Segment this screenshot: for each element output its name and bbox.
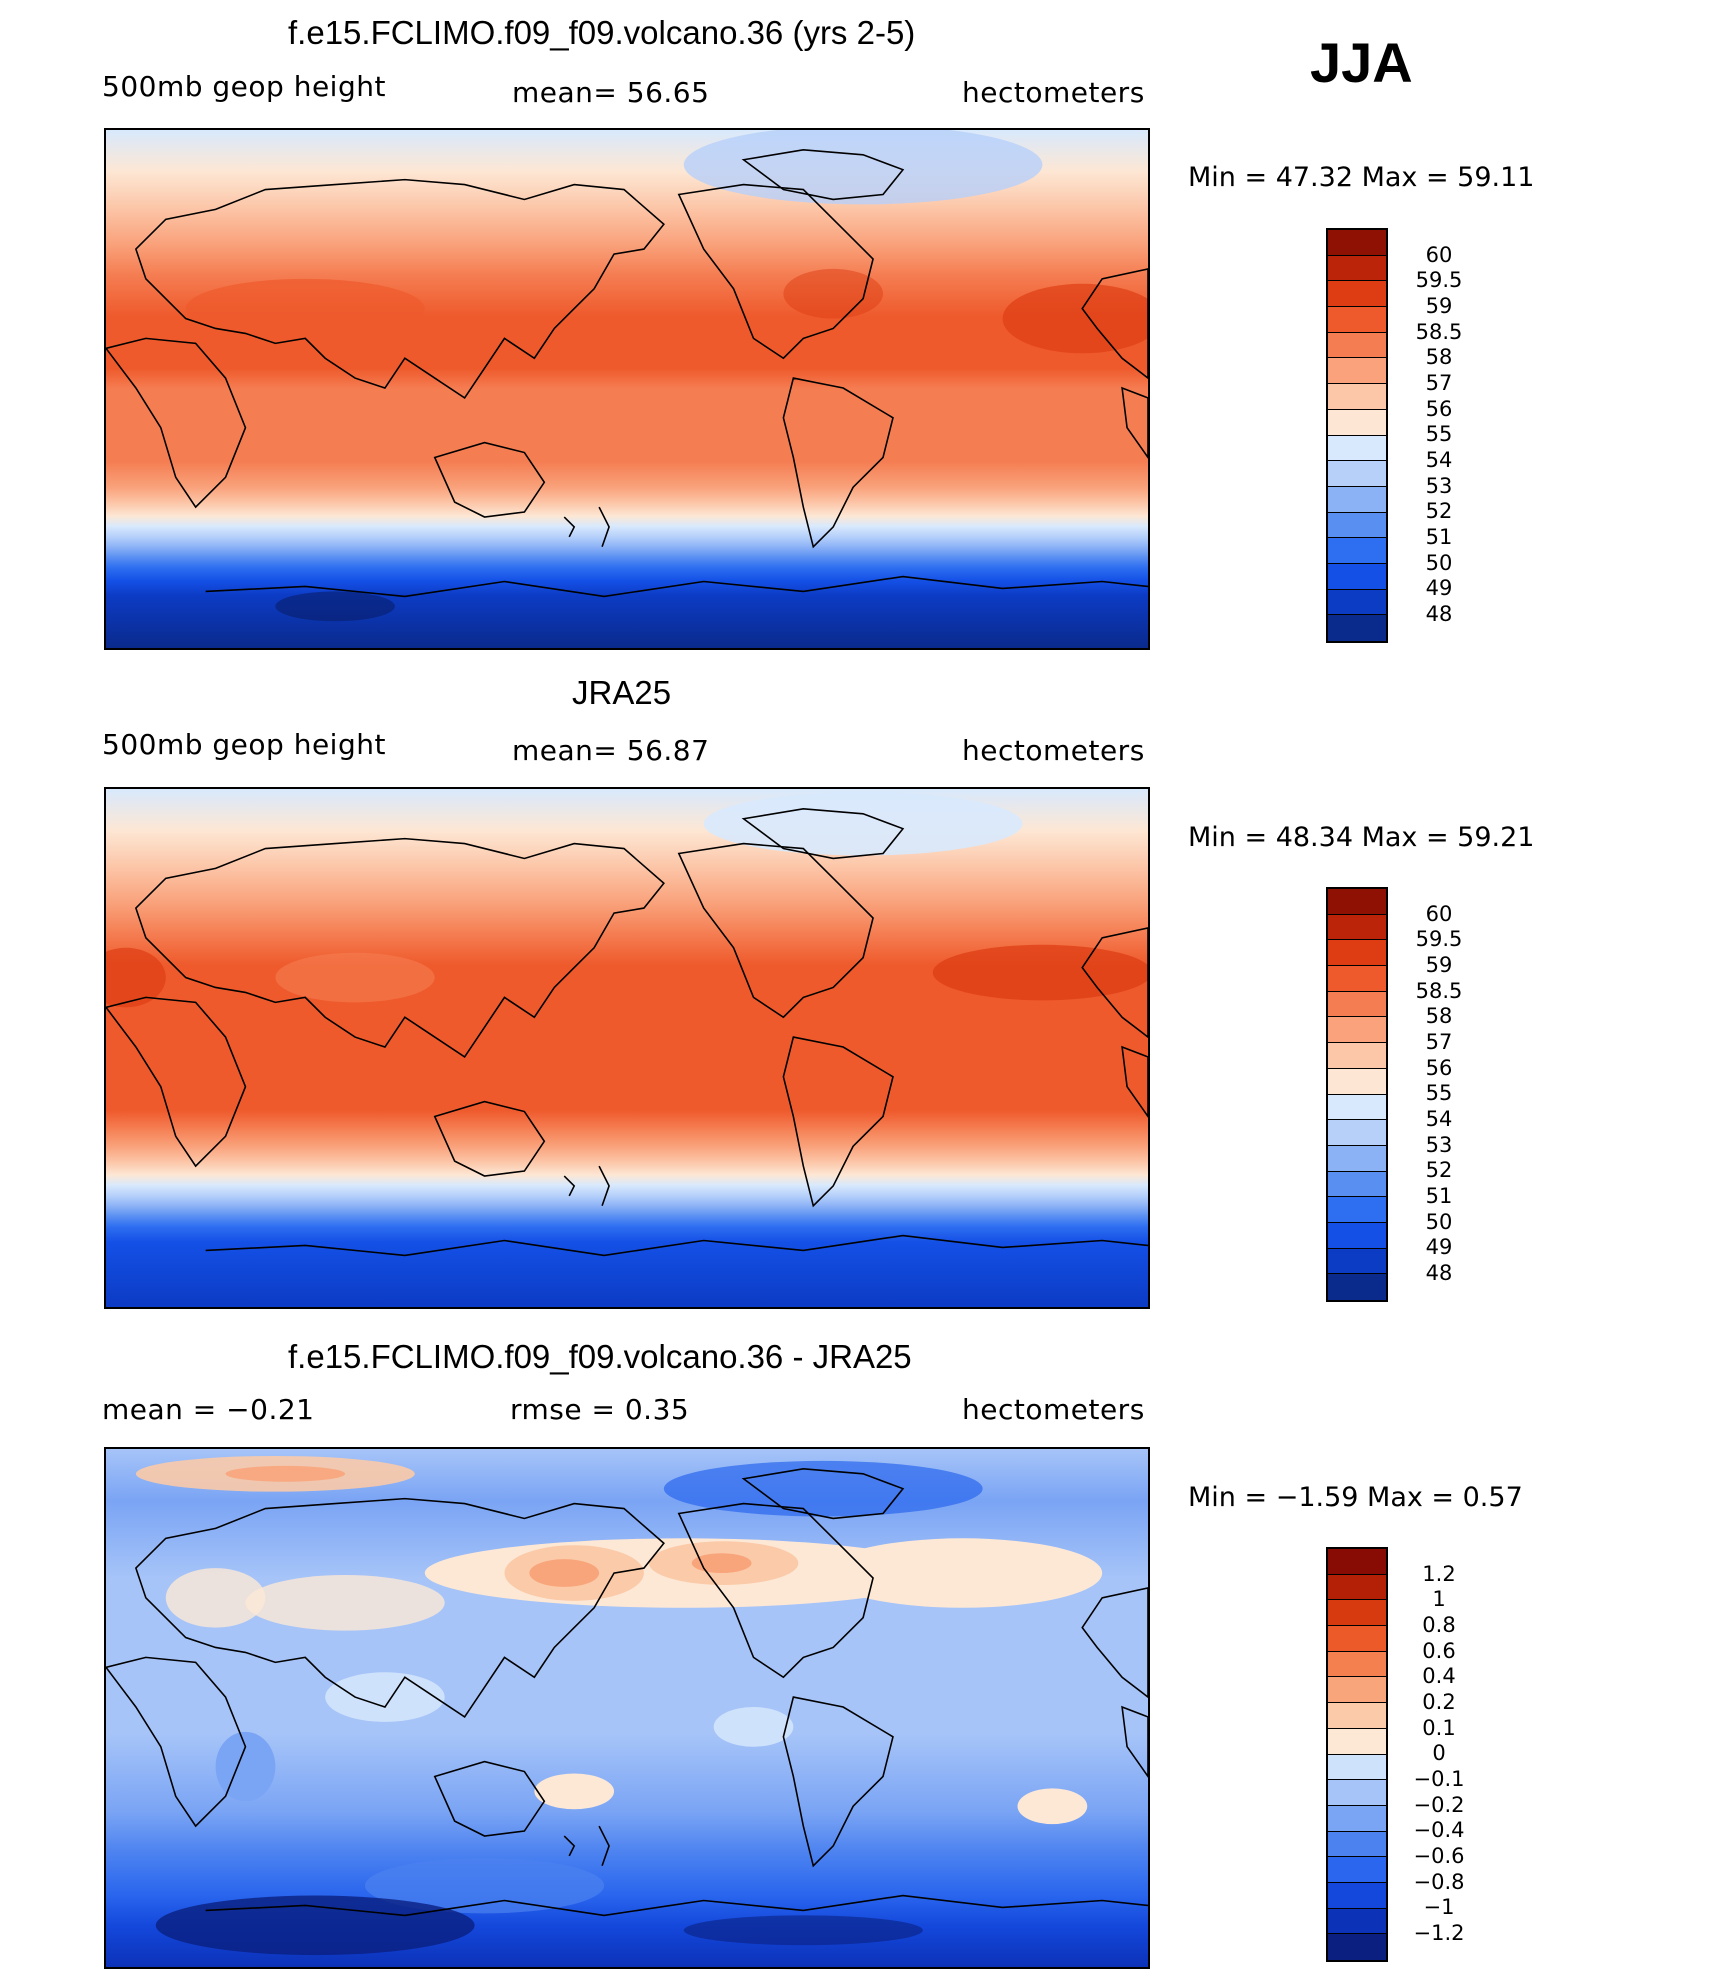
colorbar-tick-label: 48 [1425, 1261, 1453, 1285]
colorbar-tick-label: 55 [1425, 1081, 1453, 1105]
panel2-min-max: Min = 48.34 Max = 59.21 [1188, 822, 1535, 853]
colorbar-tick-label: 53 [1425, 1133, 1453, 1157]
colorbar-tick-label: 56 [1425, 1056, 1453, 1080]
colorbar-tick-label: 49 [1425, 1235, 1453, 1259]
panel2-variable-label: 500mb geop height [102, 728, 386, 761]
colorbar-tick-label: −0.1 [1413, 1767, 1465, 1791]
colorbar-tick-label: 50 [1425, 1210, 1453, 1234]
colorbar-tick-label: 51 [1425, 1184, 1453, 1208]
colorbar-tick-label: 57 [1425, 371, 1453, 395]
panel3-map [104, 1447, 1150, 1969]
colorbar-tick-label: 58 [1425, 1004, 1453, 1028]
colorbar-tick-label: 1.2 [1422, 1562, 1456, 1586]
colorbar-tick-label: 48 [1425, 602, 1453, 626]
panel2-map [104, 787, 1150, 1309]
colorbar-tick-label: 0.6 [1422, 1639, 1456, 1663]
panel2-units-label: hectometers [962, 734, 1145, 767]
panel3-units-label: hectometers [962, 1393, 1145, 1426]
colorbar-tick-label: 0.4 [1422, 1664, 1456, 1688]
colorbar-tick-label: 50 [1425, 551, 1453, 575]
colorbar-tick-label: 51 [1425, 525, 1453, 549]
colorbar-tick-label: 54 [1425, 448, 1453, 472]
colorbar-tick-label: 53 [1425, 474, 1453, 498]
panel1-variable-label: 500mb geop height [102, 70, 386, 103]
colorbar-tick-label: 58.5 [1415, 979, 1463, 1003]
panel2-mean-label: mean= 56.87 [512, 734, 710, 767]
colorbar-tick-label: 0.8 [1422, 1613, 1456, 1637]
colorbar-tick-label: −1 [1423, 1895, 1455, 1919]
colorbar-tick-label: 1 [1432, 1587, 1446, 1611]
colorbar-tick-label: 59 [1425, 294, 1453, 318]
panel1-map [104, 128, 1150, 650]
colorbar-tick-label: 56 [1425, 397, 1453, 421]
colorbar-tick-label: 57 [1425, 1030, 1453, 1054]
colorbar-tick-label: 58.5 [1415, 320, 1463, 344]
colorbar-tick-label: 49 [1425, 576, 1453, 600]
colorbar-tick-label: 52 [1425, 499, 1453, 523]
colorbar-tick-label: −0.4 [1413, 1818, 1465, 1842]
colorbar-tick-label: 0.2 [1422, 1690, 1456, 1714]
colorbar-tick-label: 60 [1425, 902, 1453, 926]
colorbar-tick-label: 59 [1425, 953, 1453, 977]
panel1-units-label: hectometers [962, 76, 1145, 109]
panel3-min-max: Min = −1.59 Max = 0.57 [1188, 1482, 1523, 1513]
panel3-title: f.e15.FCLIMO.f09_f09.volcano.36 - JRA25 [288, 1338, 912, 1375]
panel2-colorbar [1326, 887, 1388, 1302]
panel1-mean-label: mean= 56.65 [512, 76, 710, 109]
colorbar-tick-label: −1.2 [1413, 1921, 1465, 1945]
panel1-min-max: Min = 47.32 Max = 59.11 [1188, 162, 1535, 193]
panel1-colorbar [1326, 228, 1388, 643]
colorbar-tick-label: 0.1 [1422, 1716, 1456, 1740]
panel1-title: f.e15.FCLIMO.f09_f09.volcano.36 (yrs 2-5… [288, 14, 916, 51]
colorbar-tick-label: −0.8 [1413, 1870, 1465, 1894]
colorbar-tick-label: 60 [1425, 243, 1453, 267]
season-label: JJA [1310, 31, 1413, 94]
colorbar-tick-label: 0 [1432, 1741, 1446, 1765]
panel3-colorbar [1326, 1547, 1388, 1962]
colorbar-tick-label: −0.6 [1413, 1844, 1465, 1868]
panel3-rmse-label: rmse = 0.35 [510, 1393, 690, 1426]
colorbar-tick-label: 58 [1425, 345, 1453, 369]
colorbar-tick-label: 59.5 [1415, 268, 1463, 292]
colorbar-tick-label: 55 [1425, 422, 1453, 446]
colorbar-tick-label: 52 [1425, 1158, 1453, 1182]
colorbar-tick-label: −0.2 [1413, 1793, 1465, 1817]
panel3-mean-label: mean = −0.21 [102, 1393, 315, 1426]
colorbar-tick-label: 59.5 [1415, 927, 1463, 951]
colorbar-tick-label: 54 [1425, 1107, 1453, 1131]
panel2-title: JRA25 [572, 674, 672, 711]
